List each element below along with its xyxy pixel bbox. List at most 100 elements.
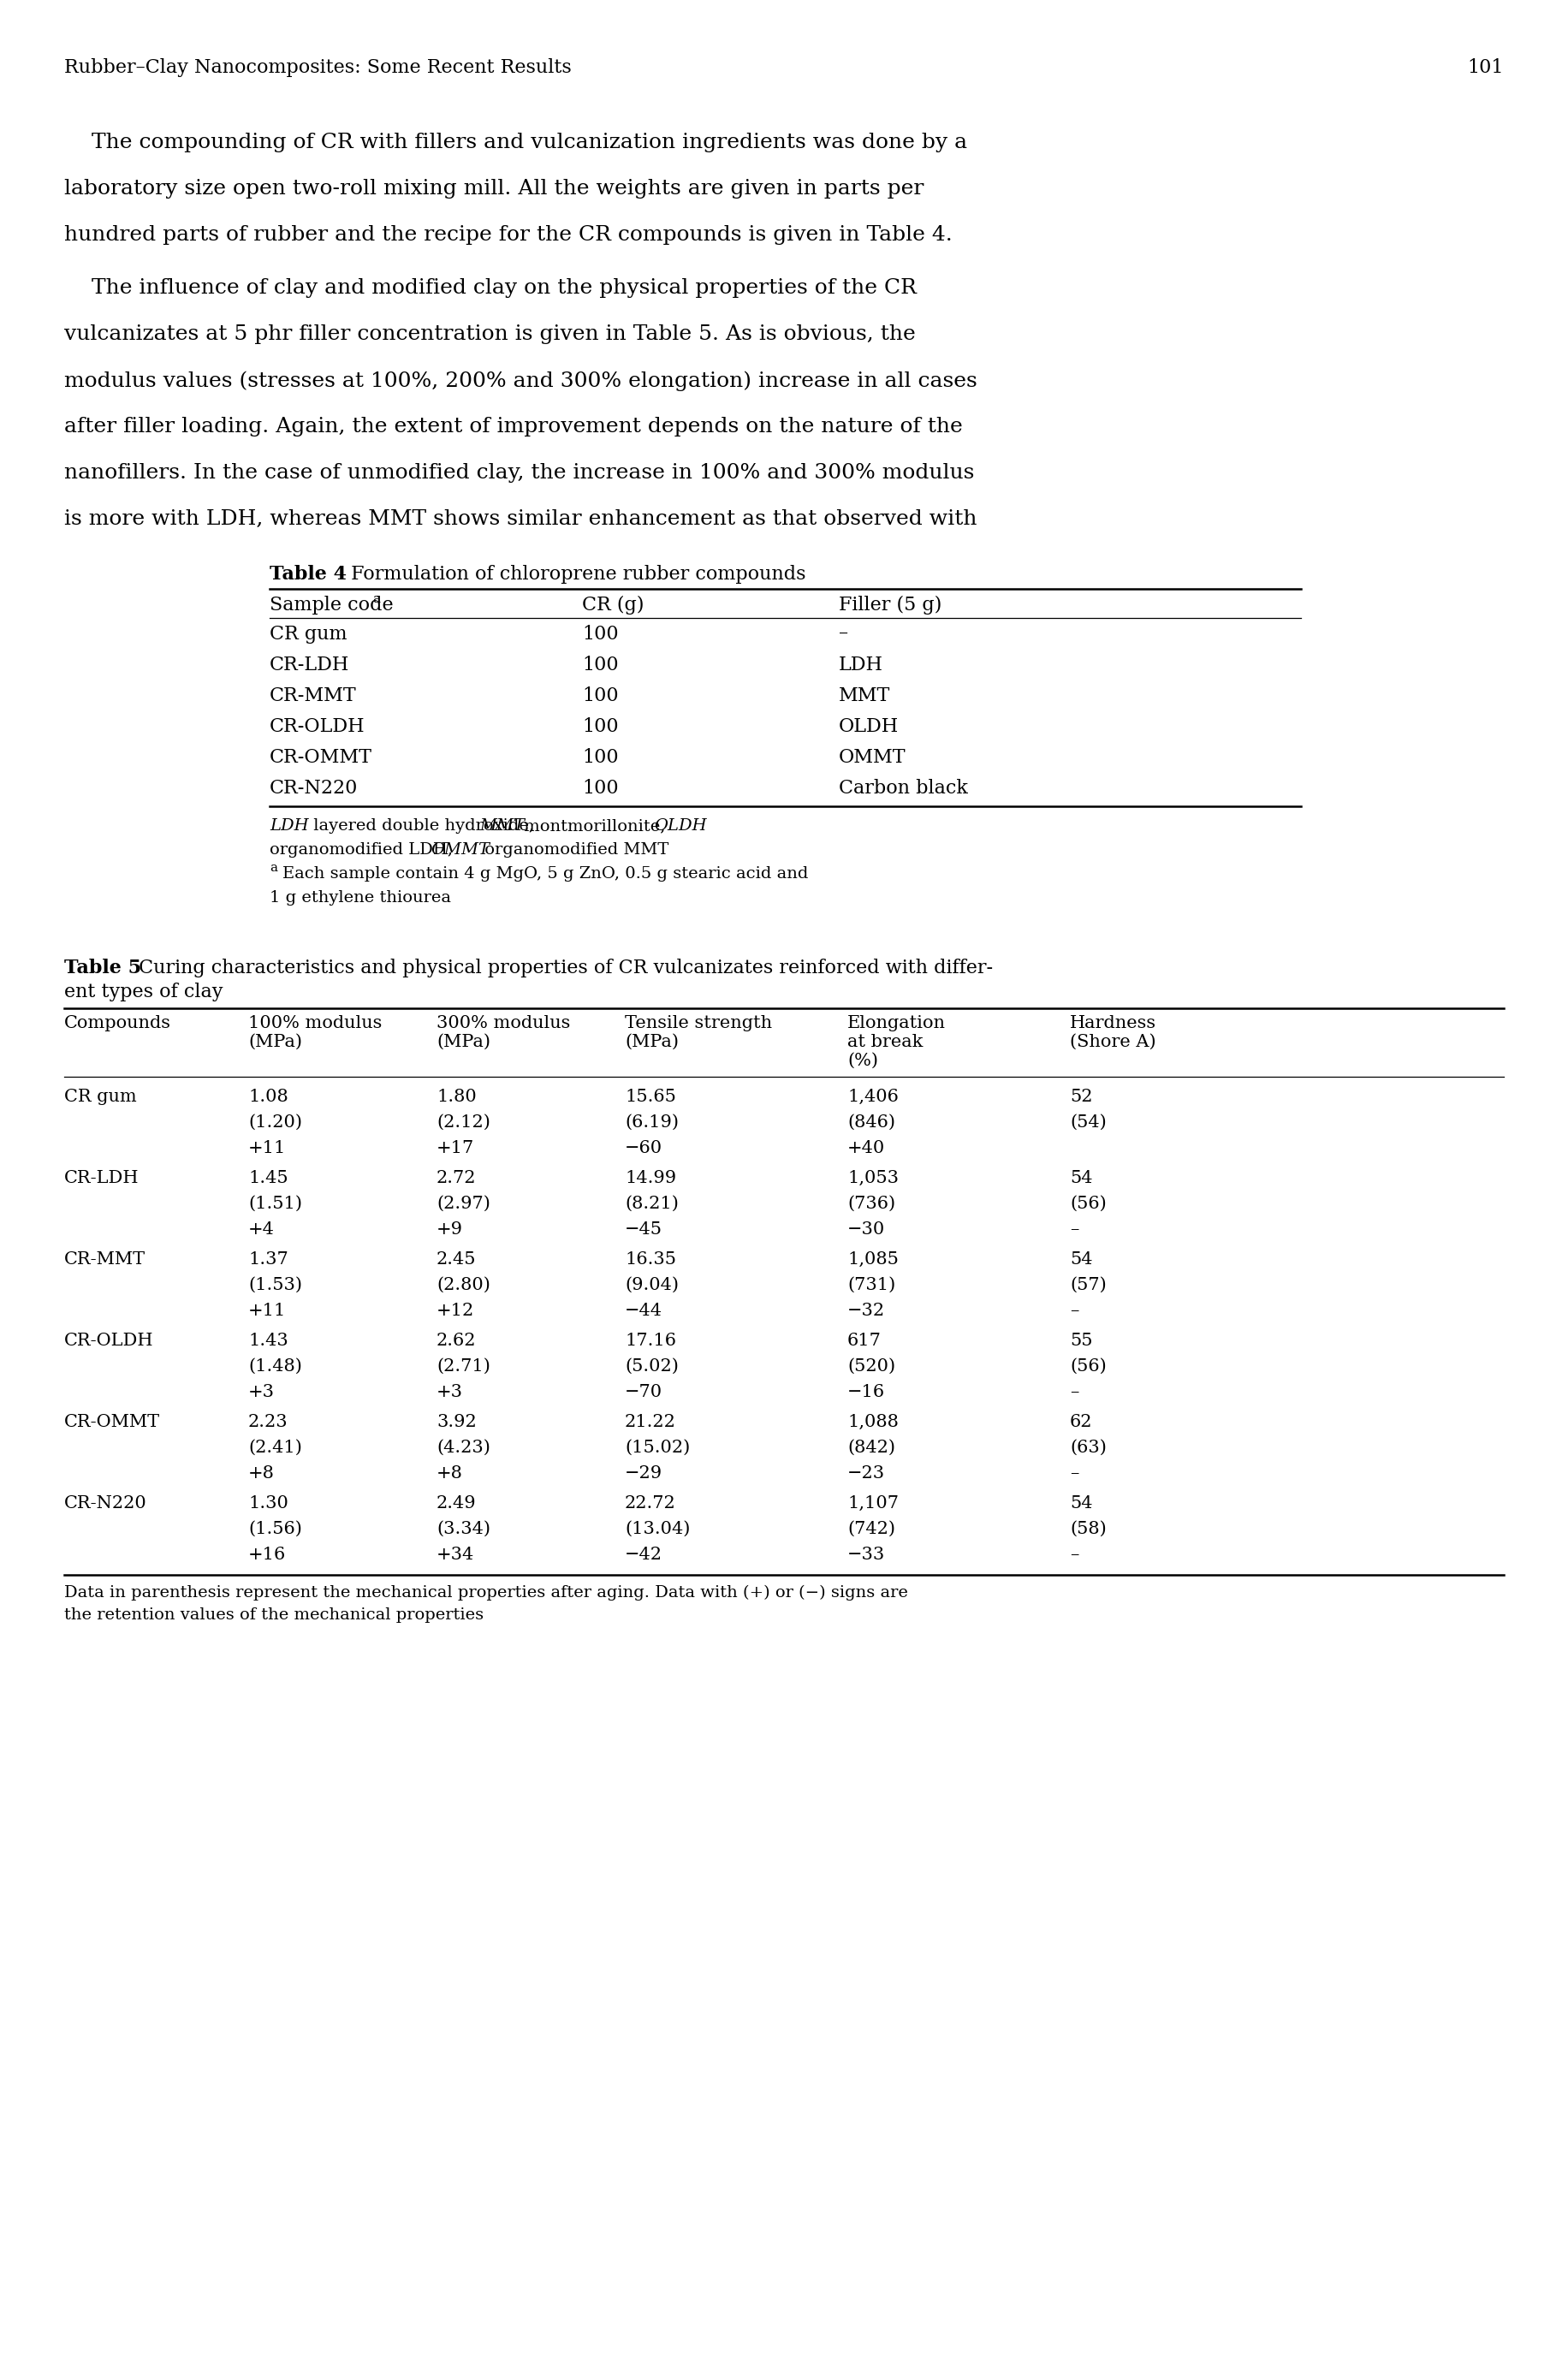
Text: –: –	[1069, 1466, 1079, 1483]
Text: CR-LDH: CR-LDH	[64, 1169, 140, 1186]
Text: the retention values of the mechanical properties: the retention values of the mechanical p…	[64, 1609, 483, 1623]
Text: 16.35: 16.35	[624, 1252, 676, 1269]
Text: CR-OMMT: CR-OMMT	[270, 748, 372, 767]
Text: (742): (742)	[847, 1521, 895, 1537]
Text: 1,406: 1,406	[847, 1088, 898, 1105]
Text: hundred parts of rubber and the recipe for the CR compounds is given in Table 4.: hundred parts of rubber and the recipe f…	[64, 226, 952, 245]
Text: (Shore A): (Shore A)	[1069, 1034, 1156, 1050]
Text: −23: −23	[847, 1466, 884, 1483]
Text: 1.80: 1.80	[436, 1088, 477, 1105]
Text: ent types of clay: ent types of clay	[64, 984, 223, 1000]
Text: laboratory size open two-roll mixing mill. All the weights are given in parts pe: laboratory size open two-roll mixing mil…	[64, 178, 924, 200]
Text: −70: −70	[624, 1383, 663, 1399]
Text: (736): (736)	[847, 1195, 895, 1212]
Text: modulus values (stresses at 100%, 200% and 300% elongation) increase in all case: modulus values (stresses at 100%, 200% a…	[64, 371, 977, 390]
Text: OMMT: OMMT	[431, 841, 489, 858]
Text: OLDH: OLDH	[654, 817, 707, 834]
Text: 1.30: 1.30	[248, 1495, 289, 1511]
Text: −29: −29	[624, 1466, 663, 1483]
Text: after filler loading. Again, the extent of improvement depends on the nature of : after filler loading. Again, the extent …	[64, 416, 963, 437]
Text: 3.92: 3.92	[436, 1414, 477, 1430]
Text: (1.53): (1.53)	[248, 1276, 303, 1293]
Text: Table 4: Table 4	[270, 565, 347, 584]
Text: MMT: MMT	[480, 817, 525, 834]
Text: LDH: LDH	[839, 656, 883, 675]
Text: +12: +12	[436, 1302, 475, 1319]
Text: 1,088: 1,088	[847, 1414, 898, 1430]
Text: (1.56): (1.56)	[248, 1521, 303, 1537]
Text: 2.45: 2.45	[436, 1252, 477, 1269]
Text: a: a	[270, 862, 278, 874]
Text: CR-MMT: CR-MMT	[270, 687, 356, 706]
Text: Rubber–Clay Nanocomposites: Some Recent Results: Rubber–Clay Nanocomposites: Some Recent …	[64, 57, 571, 76]
Text: CR-N220: CR-N220	[64, 1495, 147, 1511]
Text: −16: −16	[847, 1383, 884, 1399]
Text: +11: +11	[248, 1302, 287, 1319]
Text: montmorillonite,: montmorillonite,	[519, 817, 671, 834]
Text: (2.80): (2.80)	[436, 1276, 491, 1293]
Text: 101: 101	[1468, 57, 1504, 76]
Text: (8.21): (8.21)	[624, 1195, 679, 1212]
Text: (842): (842)	[847, 1440, 895, 1456]
Text: Each sample contain 4 g MgO, 5 g ZnO, 0.5 g stearic acid and: Each sample contain 4 g MgO, 5 g ZnO, 0.…	[282, 867, 808, 881]
Text: +16: +16	[248, 1547, 285, 1563]
Text: 22.72: 22.72	[624, 1495, 676, 1511]
Text: −32: −32	[847, 1302, 884, 1319]
Text: CR-OLDH: CR-OLDH	[270, 718, 365, 737]
Text: vulcanizates at 5 phr filler concentration is given in Table 5. As is obvious, t: vulcanizates at 5 phr filler concentrati…	[64, 326, 916, 345]
Text: Elongation: Elongation	[847, 1015, 946, 1031]
Text: +3: +3	[248, 1383, 274, 1399]
Text: (13.04): (13.04)	[624, 1521, 690, 1537]
Text: +11: +11	[248, 1140, 287, 1157]
Text: Sample code: Sample code	[270, 596, 394, 615]
Text: −44: −44	[624, 1302, 662, 1319]
Text: 55: 55	[1069, 1333, 1093, 1350]
Text: 54: 54	[1069, 1495, 1093, 1511]
Text: (9.04): (9.04)	[624, 1276, 679, 1293]
Text: 54: 54	[1069, 1169, 1093, 1186]
Text: 1 g ethylene thiourea: 1 g ethylene thiourea	[270, 891, 452, 905]
Text: OLDH: OLDH	[839, 718, 898, 737]
Text: (56): (56)	[1069, 1359, 1107, 1376]
Text: 100% modulus: 100% modulus	[248, 1015, 383, 1031]
Text: Formulation of chloroprene rubber compounds: Formulation of chloroprene rubber compou…	[345, 565, 806, 584]
Text: (5.02): (5.02)	[624, 1359, 679, 1376]
Text: +3: +3	[436, 1383, 463, 1399]
Text: (520): (520)	[847, 1359, 895, 1376]
Text: 2.72: 2.72	[436, 1169, 477, 1186]
Text: (2.12): (2.12)	[436, 1114, 491, 1131]
Text: (6.19): (6.19)	[624, 1114, 679, 1131]
Text: –: –	[839, 625, 848, 644]
Text: −60: −60	[624, 1140, 663, 1157]
Text: +8: +8	[248, 1466, 274, 1483]
Text: (2.71): (2.71)	[436, 1359, 491, 1376]
Text: CR-OLDH: CR-OLDH	[64, 1333, 154, 1350]
Text: −30: −30	[847, 1221, 886, 1238]
Text: (58): (58)	[1069, 1521, 1107, 1537]
Text: CR gum: CR gum	[64, 1088, 136, 1105]
Text: 62: 62	[1069, 1414, 1093, 1430]
Text: (MPa): (MPa)	[436, 1034, 491, 1050]
Text: 100: 100	[582, 656, 618, 675]
Text: nanofillers. In the case of unmodified clay, the increase in 100% and 300% modul: nanofillers. In the case of unmodified c…	[64, 463, 974, 482]
Text: +8: +8	[436, 1466, 463, 1483]
Text: –: –	[1069, 1302, 1079, 1319]
Text: is more with LDH, whereas MMT shows similar enhancement as that observed with: is more with LDH, whereas MMT shows simi…	[64, 508, 977, 530]
Text: LDH: LDH	[270, 817, 309, 834]
Text: CR-N220: CR-N220	[270, 779, 358, 798]
Text: organomodified LDH,: organomodified LDH,	[270, 841, 458, 858]
Text: 100: 100	[582, 748, 618, 767]
Text: −42: −42	[624, 1547, 662, 1563]
Text: 2.49: 2.49	[436, 1495, 477, 1511]
Text: Table 5: Table 5	[64, 958, 141, 977]
Text: 15.65: 15.65	[624, 1088, 676, 1105]
Text: 1.45: 1.45	[248, 1169, 289, 1186]
Text: (1.48): (1.48)	[248, 1359, 303, 1376]
Text: (731): (731)	[847, 1276, 895, 1293]
Text: (1.51): (1.51)	[248, 1195, 303, 1212]
Text: (MPa): (MPa)	[248, 1034, 303, 1050]
Text: +40: +40	[847, 1140, 886, 1157]
Text: Filler (5 g): Filler (5 g)	[839, 596, 942, 615]
Text: 14.99: 14.99	[624, 1169, 676, 1186]
Text: layered double hydroxide,: layered double hydroxide,	[309, 817, 539, 834]
